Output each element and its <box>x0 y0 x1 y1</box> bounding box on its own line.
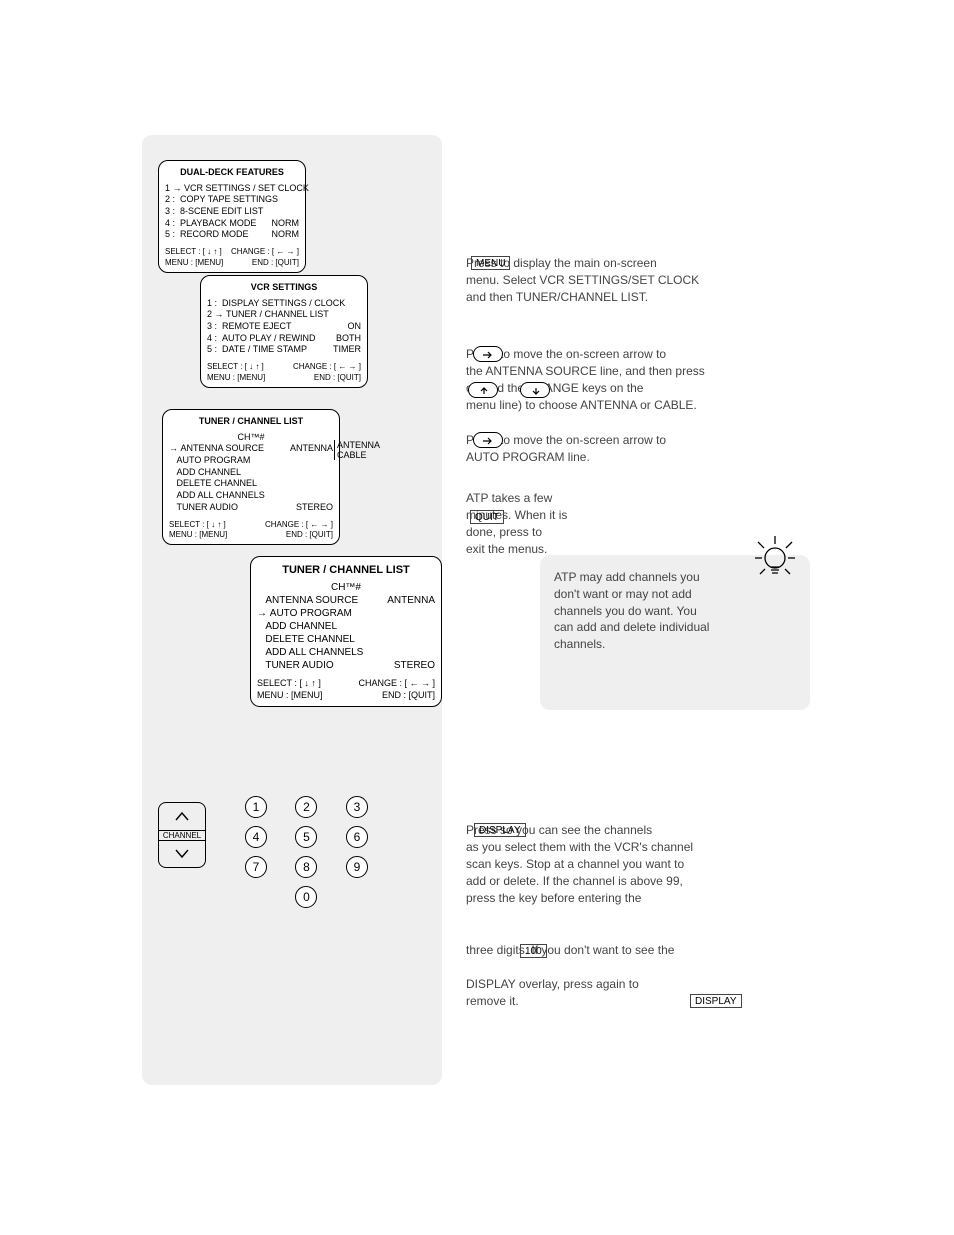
lightbulb-icon <box>750 530 800 590</box>
key-5[interactable]: 5 <box>295 826 317 848</box>
channel-rocker[interactable]: CHANNEL <box>158 802 206 868</box>
menu-key: MENU <box>471 256 510 270</box>
osd-tuner2: TUNER / CHANNEL LIST CH™# ANTENNA SOURCE… <box>250 556 442 707</box>
key-4[interactable]: 4 <box>245 826 267 848</box>
osd-vcrsettings: VCR SETTINGS 1 : DISPLAY SETTINGS / CLOC… <box>200 275 368 388</box>
down-arrow-button <box>520 382 550 398</box>
key-8[interactable]: 8 <box>295 856 317 878</box>
osd1-row: 1 → VCR SETTINGS / SET CLOCK <box>165 183 299 195</box>
osd1-title: DUAL-DECK FEATURES <box>165 167 299 179</box>
display-key: DISPLAY <box>474 823 526 837</box>
channel-label: CHANNEL <box>159 830 205 841</box>
key-0[interactable]: 0 <box>295 886 317 908</box>
quit-key: QUIT <box>470 510 504 524</box>
key-1[interactable]: 1 <box>245 796 267 818</box>
channel-down[interactable] <box>159 841 205 868</box>
key-3[interactable]: 3 <box>346 796 368 818</box>
number-keypad: 1 2 3 4 5 6 7 8 9 0 <box>233 792 380 912</box>
osd-tuner1: TUNER / CHANNEL LIST CH™# → ANTENNA SOUR… <box>162 409 340 545</box>
key-7[interactable]: 7 <box>245 856 267 878</box>
step3-text: Press to display the main on-screen <box>466 255 786 272</box>
key-6[interactable]: 6 <box>346 826 368 848</box>
osd-dualdeck: DUAL-DECK FEATURES 1 → VCR SETTINGS / SE… <box>158 160 306 273</box>
key-9[interactable]: 9 <box>346 856 368 878</box>
key-2[interactable]: 2 <box>295 796 317 818</box>
right-arrow-button <box>473 346 503 362</box>
100-key: 100 <box>520 944 547 958</box>
up-arrow-button <box>468 382 498 398</box>
right-arrow-button-2 <box>473 432 503 448</box>
antenna-bracket: ANTENNA CABLE <box>334 440 380 460</box>
channel-up[interactable] <box>159 803 205 830</box>
